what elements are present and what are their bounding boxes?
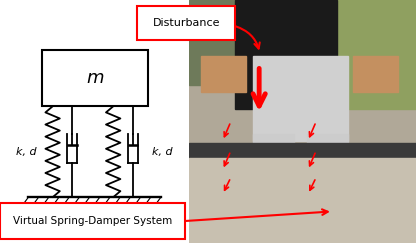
Text: k, d: k, d — [16, 147, 37, 157]
Bar — [42, 50, 148, 106]
Text: Disturbance: Disturbance — [152, 18, 220, 28]
Bar — [189, 158, 416, 243]
Bar — [189, 0, 416, 85]
Bar — [235, 0, 337, 109]
FancyBboxPatch shape — [137, 6, 235, 40]
FancyBboxPatch shape — [0, 203, 185, 239]
Text: Virtual Spring-Damper System: Virtual Spring-Damper System — [13, 216, 172, 226]
Bar — [201, 56, 246, 92]
Bar — [325, 0, 416, 109]
Text: k, d: k, d — [153, 147, 173, 157]
Bar — [189, 143, 416, 158]
Bar — [253, 134, 294, 207]
Bar — [253, 199, 294, 224]
Bar — [307, 134, 348, 207]
Bar — [352, 56, 398, 92]
Text: m: m — [86, 69, 104, 87]
Bar — [253, 56, 348, 141]
